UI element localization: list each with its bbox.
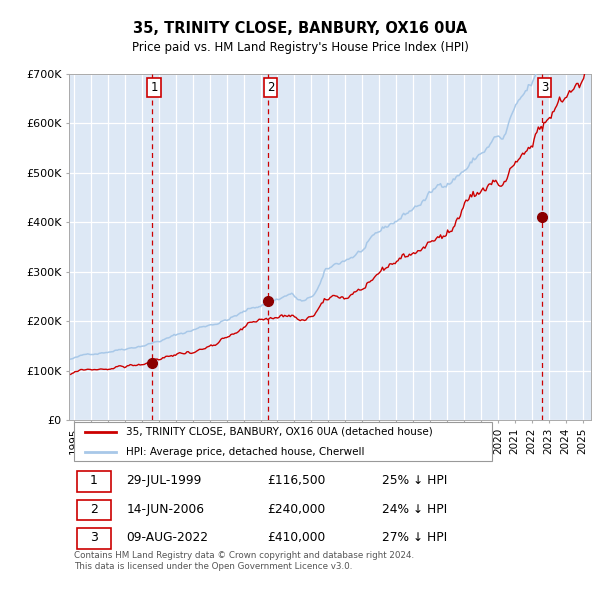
Text: Contains HM Land Registry data © Crown copyright and database right 2024.
This d: Contains HM Land Registry data © Crown c…: [74, 552, 415, 571]
FancyBboxPatch shape: [77, 528, 111, 549]
Text: Price paid vs. HM Land Registry's House Price Index (HPI): Price paid vs. HM Land Registry's House …: [131, 41, 469, 54]
Text: 1: 1: [151, 81, 158, 94]
Text: 09-AUG-2022: 09-AUG-2022: [127, 531, 208, 544]
Text: 1: 1: [90, 474, 98, 487]
FancyBboxPatch shape: [77, 471, 111, 491]
Text: £410,000: £410,000: [268, 531, 326, 544]
Text: 27% ↓ HPI: 27% ↓ HPI: [382, 531, 448, 544]
FancyBboxPatch shape: [77, 500, 111, 520]
Text: 2: 2: [90, 503, 98, 516]
Text: 3: 3: [541, 81, 548, 94]
Text: 14-JUN-2006: 14-JUN-2006: [127, 503, 205, 516]
Text: 35, TRINITY CLOSE, BANBURY, OX16 0UA (detached house): 35, TRINITY CLOSE, BANBURY, OX16 0UA (de…: [127, 427, 433, 437]
Text: 24% ↓ HPI: 24% ↓ HPI: [382, 503, 448, 516]
Text: HPI: Average price, detached house, Cherwell: HPI: Average price, detached house, Cher…: [127, 447, 365, 457]
Text: 35, TRINITY CLOSE, BANBURY, OX16 0UA: 35, TRINITY CLOSE, BANBURY, OX16 0UA: [133, 21, 467, 35]
FancyBboxPatch shape: [74, 422, 492, 461]
Text: 3: 3: [90, 531, 98, 544]
Text: 2: 2: [267, 81, 274, 94]
Text: £116,500: £116,500: [268, 474, 326, 487]
Text: 25% ↓ HPI: 25% ↓ HPI: [382, 474, 448, 487]
Text: £240,000: £240,000: [268, 503, 326, 516]
Text: 29-JUL-1999: 29-JUL-1999: [127, 474, 202, 487]
